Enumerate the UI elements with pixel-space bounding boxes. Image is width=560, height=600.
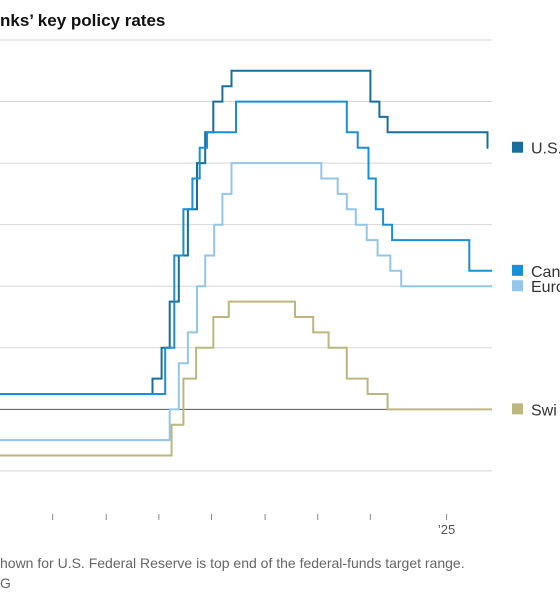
series-line-can [0, 102, 492, 394]
series-line-swi [0, 302, 492, 456]
x-axis: ’25 [53, 514, 456, 537]
series-line-u-s- [0, 71, 488, 394]
legend-swatch [512, 142, 523, 153]
chart-source: G [0, 575, 11, 591]
legend-label: Swi [531, 402, 557, 419]
chart-note: hown for U.S. Federal Reserve is top end… [0, 555, 465, 571]
legend-label: Euro [531, 279, 560, 296]
chart-title: nks’ key policy rates [0, 11, 165, 30]
legend-label: U.S. [531, 141, 560, 158]
legend-swatch [512, 280, 523, 291]
legend: U.S.CanEuroSwi [512, 141, 560, 420]
legend-swatch [512, 403, 523, 414]
series-lines [0, 71, 492, 456]
legend-swatch [512, 265, 523, 276]
x-tick-label: ’25 [438, 522, 455, 537]
gridlines [0, 40, 492, 471]
